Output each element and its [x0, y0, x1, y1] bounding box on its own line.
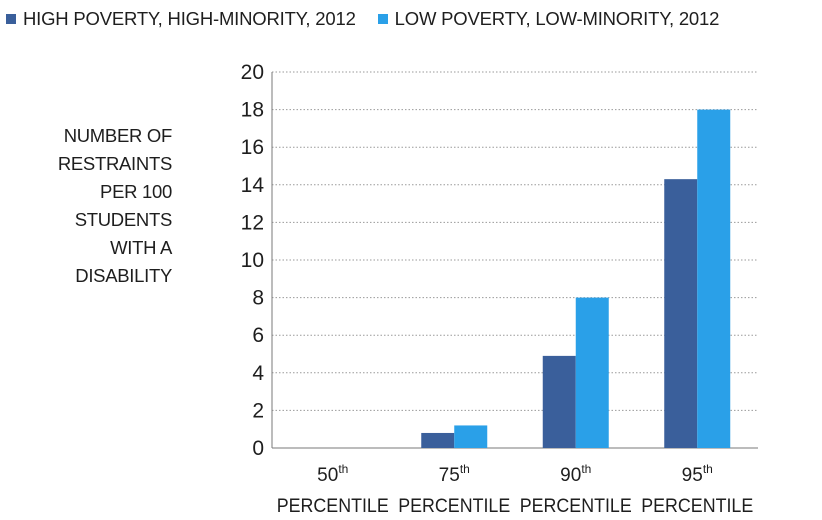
bar-low-poverty [454, 425, 488, 448]
x-category-label: PERCENTILE [641, 496, 753, 517]
legend-label-high-poverty: HIGH POVERTY, HIGH-MINORITY, 2012 [23, 8, 356, 29]
x-tick-label: 95th [682, 462, 713, 486]
legend: HIGH POVERTY, HIGH-MINORITY, 2012 LOW PO… [6, 4, 719, 34]
y-tick-label: 6 [252, 324, 264, 347]
bar-low-poverty [697, 109, 731, 448]
bar-high-poverty [542, 355, 576, 448]
bar-high-poverty [421, 432, 455, 448]
legend-item-high-poverty: HIGH POVERTY, HIGH-MINORITY, 2012 [6, 8, 356, 30]
x-tick-label: 75th [439, 462, 470, 486]
y-axis-title: NUMBER OF RESTRAINTS PER 100 STUDENTS WI… [57, 125, 172, 286]
x-tick-label: 50th [317, 462, 348, 486]
x-category-label: PERCENTILE [398, 496, 510, 517]
y-tick-label: 4 [252, 362, 264, 385]
y-tick-label: 18 [241, 99, 264, 122]
legend-item-low-poverty: LOW POVERTY, LOW-MINORITY, 2012 [377, 8, 720, 30]
x-category-label: PERCENTILE [277, 496, 389, 517]
y-tick-label: 10 [241, 249, 264, 272]
y-tick-label: 20 [241, 61, 264, 84]
y-tick-label: 2 [252, 399, 264, 422]
bar-high-poverty [664, 179, 698, 448]
legend-swatch-high-poverty [6, 14, 16, 24]
y-tick-label: 8 [252, 287, 264, 310]
y-tick-label: 0 [252, 437, 264, 460]
y-tick-label: 14 [241, 174, 265, 197]
y-tick-label: 12 [241, 211, 264, 234]
x-tick-label: 90th [560, 462, 591, 486]
bar-low-poverty [575, 297, 609, 448]
x-category-label: PERCENTILE [520, 496, 632, 517]
legend-swatch-low-poverty [377, 14, 388, 24]
y-tick-label: 16 [241, 136, 264, 159]
legend-label-low-poverty: LOW POVERTY, LOW-MINORITY, 2012 [394, 8, 720, 29]
